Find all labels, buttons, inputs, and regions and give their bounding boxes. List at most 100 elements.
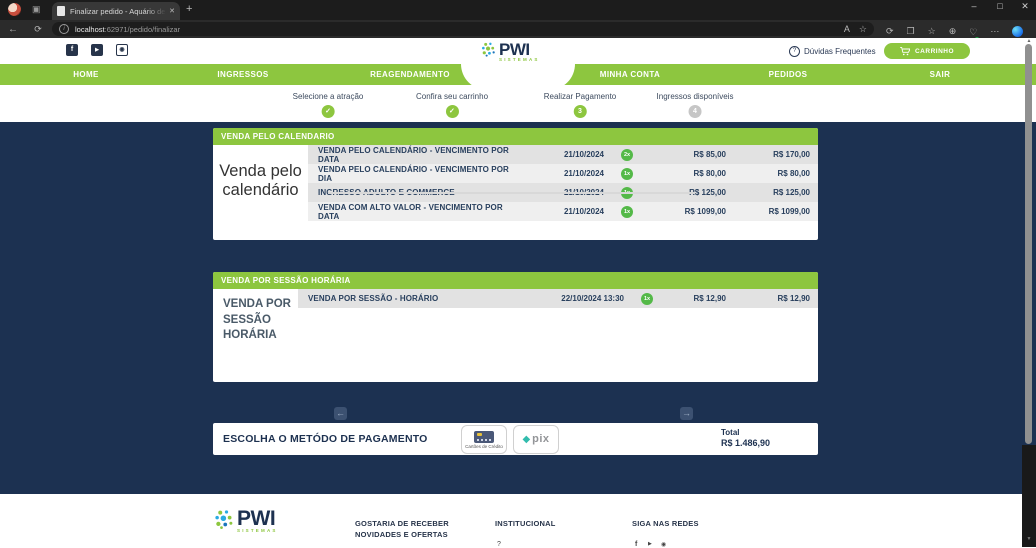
nav-item-home[interactable]: HOME <box>73 70 99 79</box>
read-aloud-icon[interactable]: A <box>843 24 850 34</box>
item-unit-price: R$ 1099,00 <box>684 207 726 216</box>
quantity-badge: 1x <box>641 292 653 305</box>
refresh-sync-icon[interactable]: ⟳ <box>886 25 894 36</box>
item-total-price: R$ 170,00 <box>773 150 810 159</box>
pix-diamond-icon: ◆ <box>522 433 531 445</box>
table-row: VENDA COM ALTO VALOR - VENCIMENTO POR DA… <box>308 202 818 221</box>
step-label: Confira seu carrinho <box>415 92 489 101</box>
address-bar[interactable]: i localhost :62971/pedido/finalizar A ☆ <box>52 22 874 36</box>
item-total-price: R$ 12,90 <box>777 294 810 303</box>
more-menu-icon[interactable]: ⋯ <box>990 25 1000 36</box>
quantity-badge: 2x <box>621 148 633 161</box>
payment-method-pix[interactable]: ◆ pix <box>513 425 559 454</box>
item-total-price: R$ 1099,00 <box>768 207 810 216</box>
youtube-icon[interactable]: ▶ <box>648 541 652 547</box>
item-date: 22/10/2024 13:30 <box>561 294 624 303</box>
step-number: 4 <box>688 105 702 118</box>
faq-link[interactable]: ? Dúvidas Frequentes <box>789 46 876 57</box>
cart-items-list: VENDA POR SESSÃO - HORÁRIO 22/10/2024 13… <box>298 289 818 344</box>
pwi-dots-icon <box>482 42 495 57</box>
facebook-icon[interactable]: f <box>635 541 638 548</box>
split-screen-icon[interactable]: ❐ <box>906 25 915 36</box>
footer-social-title: SIGA NAS REDES <box>632 519 699 528</box>
table-row: VENDA POR SESSÃO - HORÁRIO 22/10/2024 13… <box>298 289 818 308</box>
payment-title: ESCOLHA O METÓDO DE PAGAMENTO <box>223 433 428 445</box>
total-value: R$ 1.486,90 <box>721 438 771 448</box>
page-favicon <box>57 6 65 16</box>
item-name: VENDA PELO CALENDÁRIO - VENCIMENTO POR D… <box>318 164 509 183</box>
check-icon: ✓ <box>321 105 335 118</box>
section-side-title: VENDA POR SESSÃO HORÁRIA <box>223 298 291 342</box>
institutional-link-icon[interactable]: ? <box>497 541 501 548</box>
item-date: 21/10/2024 <box>563 150 604 159</box>
footer-institutional-title: INSTITUCIONAL <box>495 519 556 528</box>
item-name: VENDA PELO CALENDÁRIO - VENCIMENTO POR D… <box>318 145 509 164</box>
cart-button[interactable]: CARRINHO <box>884 43 970 59</box>
item-unit-price: R$ 12,90 <box>693 294 726 303</box>
browser-profile-avatar[interactable] <box>8 3 21 16</box>
carousel-prev-button[interactable]: ← <box>334 407 347 420</box>
payment-method-credit-card[interactable]: Cartões de Crédito <box>461 425 507 454</box>
quantity-badge: 1x <box>621 167 633 180</box>
browser-essentials-icon[interactable]: ♡ <box>969 27 978 37</box>
copilot-icon[interactable] <box>1012 25 1024 37</box>
facebook-icon[interactable]: f <box>66 44 78 56</box>
instagram-icon[interactable]: ◉ <box>661 542 667 548</box>
payment-methods: Cartões de Crédito ◆ pix <box>461 425 559 454</box>
item-name: VENDA POR SESSÃO - HORÁRIO <box>308 294 439 303</box>
section-header: VENDA PELO CALENDARIO <box>213 128 818 145</box>
nav-item-minha-conta[interactable]: MINHA CONTA <box>599 70 661 79</box>
check-icon: ✓ <box>445 105 459 118</box>
nav-item-reagendamento[interactable]: REAGENDAMENTO <box>370 70 450 79</box>
browser-tab[interactable]: Finalizar pedido - Aquário de Sã ✕ <box>52 2 180 20</box>
section-venda-pelo-calendario: VENDA PELO CALENDARIO Venda pelo calendá… <box>213 128 818 240</box>
url-path: :62971/pedido/finalizar <box>104 24 181 34</box>
step-selecione-atracao: Selecione a atração ✓ <box>293 92 363 118</box>
url-host: localhost <box>75 24 105 34</box>
total-label: Total <box>721 428 740 437</box>
refresh-button[interactable]: ⟳ <box>34 23 42 34</box>
payment-bar: ESCOLHA O METÓDO DE PAGAMENTO Cartões de… <box>213 423 818 455</box>
item-name: VENDA COM ALTO VALOR - VENCIMENTO POR DA… <box>318 202 503 221</box>
table-row: VENDA PELO CALENDÁRIO - VENCIMENTO POR D… <box>308 164 818 183</box>
step-label: Realizar Pagamento <box>543 92 617 101</box>
site-header: f ▶ ◉ ? Dúvidas Frequentes CARRINHO <box>0 38 1036 64</box>
back-button[interactable]: ← <box>8 23 18 35</box>
window-minimize-button[interactable]: – <box>971 1 977 11</box>
cart-icon <box>899 46 910 55</box>
favorite-star-icon[interactable]: ☆ <box>858 23 867 34</box>
item-unit-price: R$ 80,00 <box>693 169 726 178</box>
quantity-badge: 1x <box>621 205 633 218</box>
nav-item-pedidos[interactable]: PEDIDOS <box>768 70 808 79</box>
youtube-icon[interactable]: ▶ <box>91 44 103 56</box>
tab-close-icon[interactable]: ✕ <box>169 8 175 15</box>
page-content: VENDA PELO CALENDARIO Venda pelo calendá… <box>0 122 1036 494</box>
tab-workspaces-icon[interactable]: ▣ <box>32 4 41 14</box>
scrollbar-up-arrow[interactable]: ▲ <box>1026 38 1032 44</box>
step-confira-carrinho: Confira seu carrinho ✓ <box>416 92 488 118</box>
new-tab-button[interactable]: + <box>186 3 193 15</box>
collections-icon[interactable]: ⊕ <box>948 25 957 36</box>
step-realizar-pagamento: Realizar Pagamento 3 <box>544 92 616 118</box>
order-total: Total R$ 1.486,90 <box>721 427 770 449</box>
site-logo[interactable]: PWI SISTEMAS <box>481 41 540 62</box>
site-footer: PWI SISTEMAS GOSTARIA DE RECEBER NOVIDAD… <box>0 494 1036 548</box>
window-close-button[interactable]: ✕ <box>1021 1 1029 11</box>
scrollbar-track[interactable] <box>1022 445 1036 547</box>
item-unit-price: R$ 125,00 <box>689 188 726 197</box>
nav-item-sair[interactable]: SAIR <box>929 70 951 79</box>
scrollbar-thumb[interactable] <box>1025 44 1032 444</box>
cart-items-list: VENDA PELO CALENDÁRIO - VENCIMENTO POR D… <box>308 145 818 221</box>
pwi-dots-icon <box>215 510 233 529</box>
site-info-icon[interactable]: i <box>59 24 69 34</box>
cart-button-label: CARRINHO <box>914 47 955 55</box>
nav-item-ingressos[interactable]: INGRESSOS <box>217 70 269 79</box>
scrollbar-down-arrow[interactable]: ▼ <box>1026 536 1032 542</box>
instagram-icon[interactable]: ◉ <box>116 44 128 56</box>
item-unit-price: R$ 85,00 <box>693 150 726 159</box>
favorites-bar-icon[interactable]: ☆ <box>927 25 936 36</box>
window-maximize-button[interactable]: □ <box>997 1 1003 11</box>
browser-tab-bar: ▣ Finalizar pedido - Aquário de Sã ✕ + –… <box>0 0 1036 20</box>
tab-title: Finalizar pedido - Aquário de Sã <box>70 6 167 16</box>
carousel-next-button[interactable]: → <box>680 407 693 420</box>
